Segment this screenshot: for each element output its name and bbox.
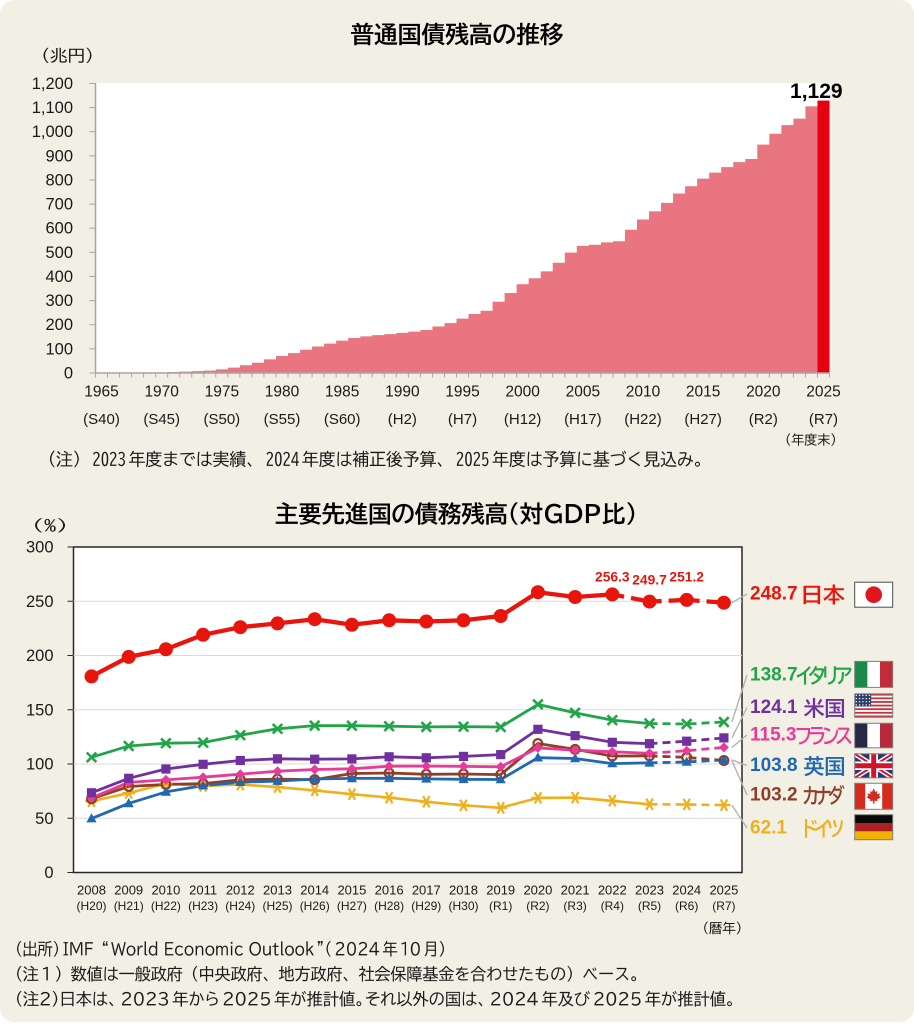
svg-text:138.7: 138.7: [750, 665, 798, 686]
svg-text:(S40): (S40): [83, 411, 120, 428]
svg-text:(S60): (S60): [324, 411, 361, 428]
svg-text:2020: 2020: [523, 883, 552, 898]
svg-text:2009: 2009: [114, 883, 143, 898]
svg-text:1980: 1980: [265, 384, 300, 401]
svg-text:200: 200: [45, 316, 73, 334]
svg-text:2010: 2010: [151, 883, 180, 898]
svg-text:150: 150: [26, 701, 54, 719]
svg-text:0: 0: [64, 365, 73, 383]
svg-text:2018: 2018: [449, 883, 478, 898]
svg-text:2025: 2025: [806, 384, 840, 401]
svg-text:600: 600: [45, 220, 73, 238]
svg-text:2021: 2021: [561, 883, 590, 898]
svg-text:2015: 2015: [686, 384, 720, 401]
svg-text:1975: 1975: [205, 384, 239, 401]
svg-text:249.7: 249.7: [632, 573, 667, 588]
svg-text:2025: 2025: [709, 883, 738, 898]
svg-text:250: 250: [26, 593, 54, 611]
svg-text:2000: 2000: [505, 384, 540, 401]
svg-text:(H17): (H17): [564, 411, 602, 428]
svg-text:(H23): (H23): [188, 899, 218, 913]
svg-text:(H26): (H26): [300, 899, 330, 913]
svg-text:2022: 2022: [598, 883, 627, 898]
svg-text:(H25): (H25): [262, 899, 292, 913]
svg-text:1965: 1965: [84, 384, 118, 401]
svg-text:256.3: 256.3: [595, 570, 630, 585]
svg-text:(R4): (R4): [601, 899, 624, 913]
svg-text:(H2): (H2): [388, 411, 417, 428]
svg-text:2011: 2011: [189, 883, 217, 898]
svg-text:2017: 2017: [412, 883, 441, 898]
svg-text:(S55): (S55): [264, 411, 301, 428]
svg-text:1,129: 1,129: [790, 80, 843, 103]
svg-text:(S45): (S45): [143, 411, 180, 428]
svg-text:2016: 2016: [375, 883, 404, 898]
svg-text:1995: 1995: [445, 384, 479, 401]
svg-text:(H28): (H28): [374, 899, 404, 913]
svg-text:300: 300: [26, 539, 54, 557]
svg-text:2020: 2020: [746, 384, 781, 401]
svg-text:103.8: 103.8: [750, 755, 798, 776]
svg-text:1,000: 1,000: [32, 123, 73, 141]
svg-text:100: 100: [26, 756, 54, 774]
svg-text:200: 200: [26, 647, 54, 665]
svg-text:(H29): (H29): [411, 899, 441, 913]
svg-text:(R3): (R3): [563, 899, 586, 913]
svg-text:2012: 2012: [226, 883, 255, 898]
svg-text:(H20): (H20): [76, 899, 106, 913]
svg-text:2008: 2008: [77, 883, 106, 898]
svg-text:2014: 2014: [300, 883, 329, 898]
svg-text:62.1: 62.1: [750, 818, 787, 839]
svg-text:1,200: 1,200: [32, 75, 73, 93]
svg-text:400: 400: [45, 268, 73, 286]
svg-text:1985: 1985: [325, 384, 359, 401]
svg-text:(R5): (R5): [638, 899, 661, 913]
svg-text:(H27): (H27): [337, 899, 367, 913]
svg-text:(H22): (H22): [624, 411, 662, 428]
svg-text:2015: 2015: [337, 883, 366, 898]
svg-text:(R1): (R1): [489, 899, 512, 913]
svg-text:(H21): (H21): [114, 899, 144, 913]
svg-text:251.2: 251.2: [669, 570, 704, 585]
svg-text:(H27): (H27): [684, 411, 722, 428]
svg-text:(H24): (H24): [225, 899, 255, 913]
svg-text:(H30): (H30): [448, 899, 478, 913]
svg-text:2024: 2024: [672, 883, 701, 898]
svg-text:1,100: 1,100: [32, 99, 73, 117]
svg-text:124.1: 124.1: [750, 697, 798, 718]
svg-text:(R2): (R2): [749, 411, 778, 428]
svg-text:(H7): (H7): [448, 411, 477, 428]
svg-text:1970: 1970: [144, 384, 179, 401]
svg-text:(R6): (R6): [675, 899, 698, 913]
svg-text:2023: 2023: [635, 883, 664, 898]
svg-text:(R2): (R2): [526, 899, 549, 913]
svg-text:1990: 1990: [385, 384, 420, 401]
svg-text:(H22): (H22): [151, 899, 181, 913]
svg-text:2019: 2019: [486, 883, 515, 898]
svg-text:115.3: 115.3: [750, 725, 797, 746]
svg-text:50: 50: [35, 810, 53, 828]
svg-text:2005: 2005: [566, 384, 600, 401]
svg-text:(S50): (S50): [204, 411, 241, 428]
svg-text:2013: 2013: [263, 883, 292, 898]
svg-text:(R7): (R7): [809, 411, 838, 428]
svg-text:300: 300: [45, 292, 73, 310]
svg-text:(R7): (R7): [712, 899, 735, 913]
svg-text:2010: 2010: [626, 384, 661, 401]
svg-text:248.7: 248.7: [750, 584, 798, 605]
svg-text:700: 700: [45, 196, 73, 214]
svg-text:103.2: 103.2: [750, 785, 798, 806]
svg-text:0: 0: [44, 864, 53, 882]
svg-text:800: 800: [45, 171, 73, 189]
svg-text:500: 500: [45, 244, 73, 262]
svg-text:100: 100: [45, 340, 73, 358]
svg-text:900: 900: [45, 147, 73, 165]
svg-text:(H12): (H12): [504, 411, 542, 428]
